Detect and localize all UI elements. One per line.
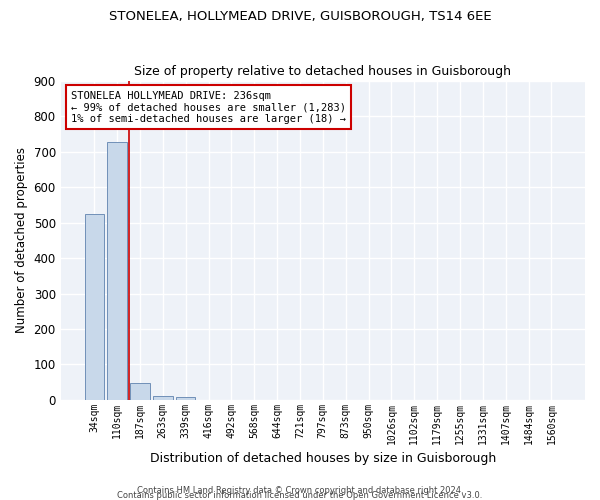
Text: STONELEA HOLLYMEAD DRIVE: 236sqm
← 99% of detached houses are smaller (1,283)
1%: STONELEA HOLLYMEAD DRIVE: 236sqm ← 99% o… bbox=[71, 90, 346, 124]
Bar bbox=[176, 396, 196, 400]
Bar bbox=[153, 396, 173, 400]
Y-axis label: Number of detached properties: Number of detached properties bbox=[15, 148, 28, 334]
Text: Contains public sector information licensed under the Open Government Licence v3: Contains public sector information licen… bbox=[118, 491, 482, 500]
Title: Size of property relative to detached houses in Guisborough: Size of property relative to detached ho… bbox=[134, 66, 511, 78]
X-axis label: Distribution of detached houses by size in Guisborough: Distribution of detached houses by size … bbox=[150, 452, 496, 465]
Bar bbox=[130, 383, 149, 400]
Bar bbox=[107, 142, 127, 400]
Text: Contains HM Land Registry data © Crown copyright and database right 2024.: Contains HM Land Registry data © Crown c… bbox=[137, 486, 463, 495]
Bar bbox=[85, 214, 104, 400]
Text: STONELEA, HOLLYMEAD DRIVE, GUISBOROUGH, TS14 6EE: STONELEA, HOLLYMEAD DRIVE, GUISBOROUGH, … bbox=[109, 10, 491, 23]
